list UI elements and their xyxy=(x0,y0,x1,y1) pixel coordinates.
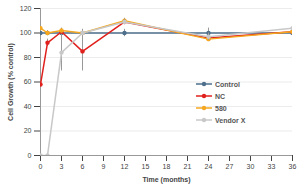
svg-text:0: 0 xyxy=(28,152,32,159)
html-text:Control: Control xyxy=(215,80,240,88)
svg-text:33: 33 xyxy=(268,163,276,170)
svg-text:120: 120 xyxy=(20,5,32,12)
svg-text:100: 100 xyxy=(20,29,32,36)
svg-text:3: 3 xyxy=(60,163,64,170)
svg-text:20: 20 xyxy=(24,127,32,134)
svg-text:18: 18 xyxy=(163,163,171,170)
html-text:NC: NC xyxy=(215,92,226,100)
svg-text:80: 80 xyxy=(24,54,32,61)
html-text:Vendor X: Vendor X xyxy=(215,116,246,124)
svg-text:Cell Growth (% control): Cell Growth (% control) xyxy=(7,43,15,121)
html-text:580: 580 xyxy=(215,104,227,112)
svg-text:9: 9 xyxy=(102,163,106,170)
svg-text:12: 12 xyxy=(121,163,129,170)
svg-text:Time (months): Time (months) xyxy=(142,176,190,184)
svg-text:0: 0 xyxy=(39,163,43,170)
svg-text:27: 27 xyxy=(226,163,234,170)
svg-text:24: 24 xyxy=(205,163,213,170)
svg-text:21: 21 xyxy=(184,163,192,170)
svg-text:30: 30 xyxy=(247,163,255,170)
svg-text:6: 6 xyxy=(81,163,85,170)
svg-text:60: 60 xyxy=(24,78,32,85)
svg-text:15: 15 xyxy=(142,163,150,170)
svg-text:40: 40 xyxy=(24,103,32,110)
svg-text:36: 36 xyxy=(289,163,297,170)
